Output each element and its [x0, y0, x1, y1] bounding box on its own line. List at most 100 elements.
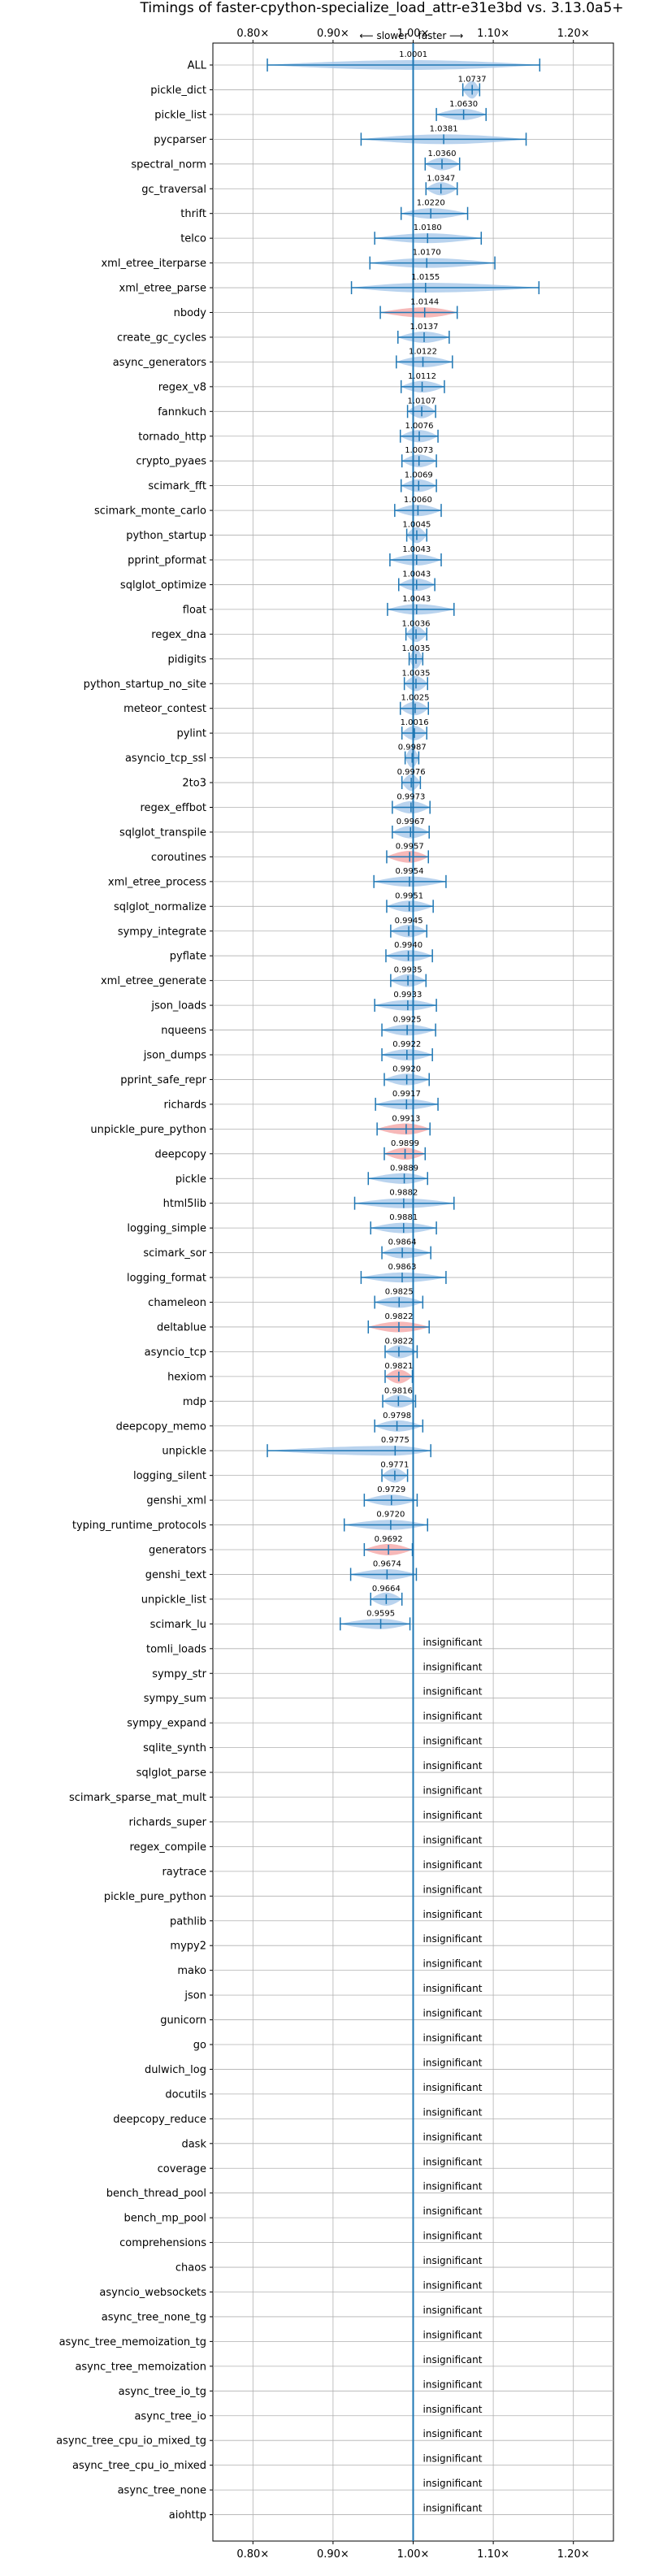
mean-value-label: 0.9951: [395, 891, 423, 900]
x-tick-label-bottom: 1.10×: [477, 2548, 509, 2561]
mean-value-label: 1.0035: [401, 644, 430, 653]
insignificant-label: insignificant: [423, 2008, 483, 2019]
mean-value-label: 0.9925: [393, 1016, 422, 1025]
benchmark-label: sympy_str: [152, 1668, 206, 1680]
x-tick-label-bottom: 1.00×: [397, 2548, 430, 2561]
benchmark-label: docutils: [165, 2088, 206, 2101]
benchmark-label: async_tree_memoization_tg: [59, 2336, 206, 2348]
insignificant-label: insignificant: [423, 2106, 483, 2118]
insignificant-label: insignificant: [423, 1637, 483, 1648]
benchmark-label: logging_silent: [133, 1470, 206, 1482]
benchmark-label: pickle_dict: [150, 85, 206, 97]
benchmark-label: xml_etree_process: [108, 876, 206, 888]
insignificant-label: insignificant: [423, 2329, 483, 2340]
benchmark-label: regex_v8: [158, 381, 206, 393]
insignificant-label: insignificant: [423, 1859, 483, 1871]
benchmark-label: nqueens: [161, 1025, 206, 1037]
insignificant-label: insignificant: [423, 1933, 483, 1945]
insignificant-label: insignificant: [423, 2305, 483, 2316]
mean-value-label: 1.0137: [410, 323, 439, 332]
benchmark-label: mypy2: [170, 1941, 206, 1953]
benchmark-label: bench_mp_pool: [124, 2213, 206, 2225]
benchmark-label: deltablue: [157, 1321, 206, 1334]
mean-value-label: 1.0060: [404, 496, 432, 505]
mean-value-label: 0.9729: [377, 1485, 405, 1494]
benchmark-label: scimark_fft: [148, 480, 206, 492]
mean-value-label: 1.0155: [411, 273, 440, 282]
insignificant-label: insignificant: [423, 2404, 483, 2415]
benchmark-label: xml_etree_parse: [119, 283, 206, 295]
benchmark-label: sympy_integrate: [118, 926, 206, 938]
benchmark-label: coroutines: [151, 852, 206, 864]
mean-value-label: 1.0180: [414, 223, 442, 232]
benchmark-label: mako: [177, 1965, 206, 1977]
mean-value-label: 1.0035: [401, 669, 430, 678]
mean-value-label: 1.0016: [401, 718, 429, 727]
insignificant-label: insignificant: [423, 2354, 483, 2366]
mean-value-label: 1.0122: [409, 347, 437, 356]
mean-value-label: 0.9863: [388, 1263, 416, 1272]
benchmark-label: sqlite_synth: [143, 1742, 206, 1754]
benchmark-label: scimark_monte_carlo: [94, 505, 206, 518]
benchmark-label: spectral_norm: [131, 158, 206, 171]
insignificant-label: insignificant: [423, 1810, 483, 1821]
benchmark-label: pickle_list: [154, 109, 206, 121]
benchmark-label: 2to3: [182, 778, 206, 790]
benchmark-label: generators: [149, 1545, 206, 1557]
plot-marks: [266, 43, 541, 2541]
x-tick-label-bottom: 0.80×: [236, 2548, 269, 2561]
mean-value-label: 1.0737: [458, 75, 487, 84]
benchmark-label: scimark_lu: [150, 1619, 206, 1631]
benchmark-label: pathlib: [170, 1915, 206, 1928]
benchmark-label: json: [184, 1990, 206, 2002]
benchmark-label: richards_super: [128, 1816, 206, 1828]
benchmark-label: deepcopy_memo: [116, 1420, 206, 1433]
benchmark-label: gunicorn: [160, 2014, 206, 2027]
mean-value-label: 1.0045: [402, 521, 431, 530]
benchmark-label: regex_dna: [151, 629, 206, 641]
benchmark-label: gc_traversal: [141, 184, 206, 196]
mean-value-label: 1.0076: [405, 422, 433, 431]
mean-value-label: 0.9881: [389, 1213, 418, 1222]
benchmark-label: sqlglot_parse: [136, 1767, 206, 1780]
mean-value-label: 0.9798: [383, 1412, 411, 1420]
mean-value-label: 1.0073: [405, 446, 433, 455]
benchmark-label: fannkuch: [158, 406, 206, 418]
mean-value-label: 0.9940: [394, 941, 422, 950]
insignificant-label: insignificant: [423, 1686, 483, 1698]
benchmark-label: asyncio_tcp: [145, 1347, 206, 1359]
mean-value-label: 0.9933: [393, 991, 422, 1000]
mean-value-label: 1.0144: [410, 298, 439, 307]
benchmark-label: pickle: [176, 1173, 206, 1186]
insignificant-label: insignificant: [423, 2032, 483, 2044]
mean-value-label: 1.0630: [449, 100, 478, 109]
mean-value-label: 1.0043: [402, 595, 431, 604]
mean-value-label: 0.9917: [392, 1090, 421, 1099]
benchmark-label: float: [183, 604, 206, 616]
mean-value-label: 0.9816: [384, 1386, 413, 1395]
insignificant-label: insignificant: [423, 2453, 483, 2465]
benchmark-label: pidigits: [168, 653, 207, 666]
benchmark-label: async_generators: [113, 357, 207, 369]
benchmark-label: pycparser: [154, 134, 206, 146]
benchmark-label: telco: [180, 233, 206, 245]
insignificant-label: insignificant: [423, 1736, 483, 1747]
benchmark-label: regex_effbot: [140, 802, 206, 814]
x-tick-label-top: 1.20×: [557, 28, 590, 40]
benchmark-label: pickle_pure_python: [104, 1891, 206, 1903]
insignificant-label: insignificant: [423, 2181, 483, 2192]
insignificant-label: insignificant: [423, 2205, 483, 2217]
benchmark-label: dask: [181, 2138, 206, 2150]
benchmark-label: unpickle_pure_python: [90, 1124, 206, 1136]
benchmark-label: tornado_http: [138, 431, 206, 443]
mean-value-label: 1.0347: [427, 174, 455, 183]
benchmark-label: regex_compile: [129, 1841, 206, 1854]
insignificant-label: insignificant: [423, 1785, 483, 1797]
mean-value-label: 1.0112: [408, 372, 436, 381]
benchmark-label: sqlglot_normalize: [114, 901, 206, 913]
mean-value-label: 0.9822: [384, 1312, 413, 1321]
insignificant-label: insignificant: [423, 1760, 483, 1772]
benchmark-label: scimark_sor: [143, 1247, 206, 1260]
benchmark-label: html5lib: [163, 1198, 206, 1210]
